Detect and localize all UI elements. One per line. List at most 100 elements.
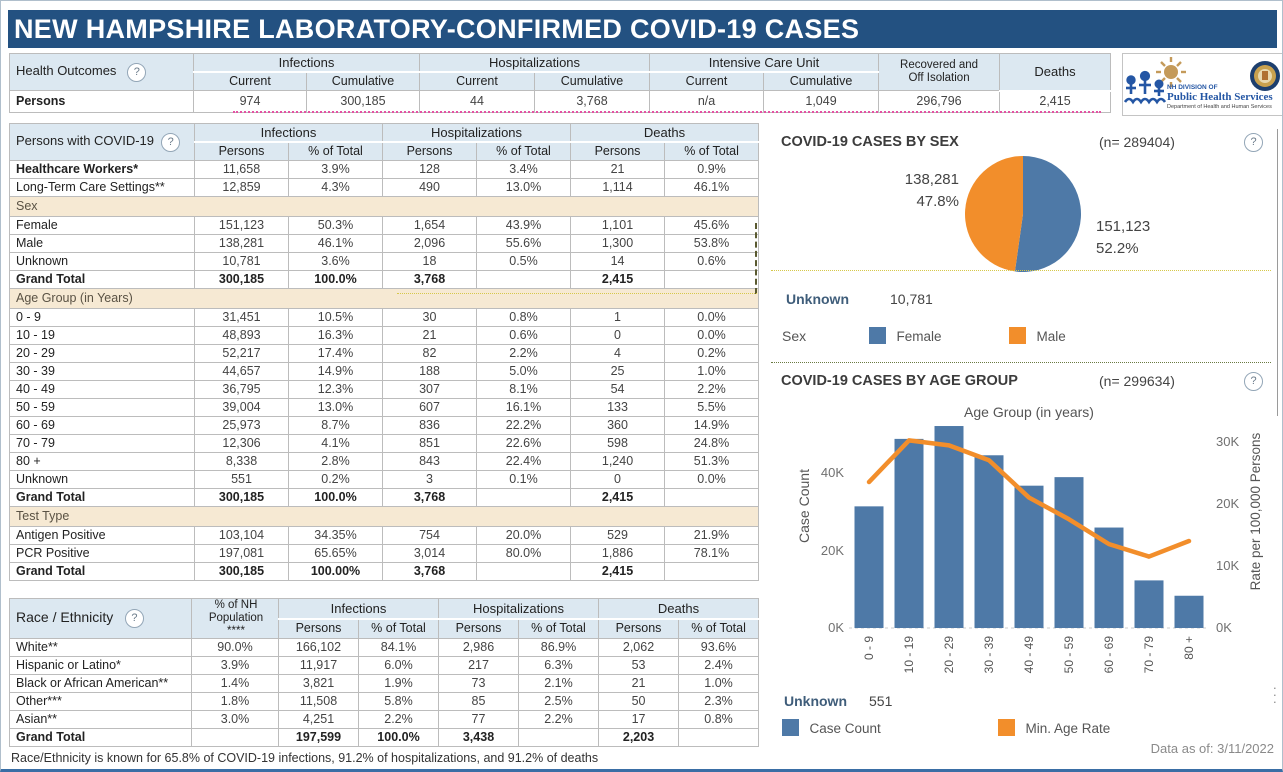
cell-value: 36,795 bbox=[194, 380, 289, 399]
cell-value: 1,240 bbox=[570, 452, 666, 471]
bar-10-19[interactable] bbox=[894, 438, 924, 628]
cell-value: 14.9% bbox=[288, 362, 383, 381]
x-axis-label: 10 - 19 bbox=[902, 636, 916, 674]
cell-value: 8.7% bbox=[288, 416, 383, 435]
cell-value: 836 bbox=[382, 416, 477, 435]
row-label: Grand Total bbox=[9, 728, 192, 747]
case-count-swatch bbox=[782, 719, 799, 736]
cell-value: 3,821 bbox=[278, 674, 359, 693]
age-unknown-value: 551 bbox=[869, 693, 893, 709]
cell-value: 2.8% bbox=[288, 452, 383, 471]
cell-value: 1,300 bbox=[570, 234, 666, 253]
cell-value: 10,781 bbox=[194, 252, 289, 271]
cell-value: 8,338 bbox=[194, 452, 289, 471]
cell-value: 4 bbox=[570, 344, 666, 363]
cell-value: 13.0% bbox=[475, 178, 572, 197]
cell-value: 0.5% bbox=[475, 252, 572, 271]
help-icon[interactable]: ? bbox=[124, 609, 144, 628]
cell-value: 13.0% bbox=[288, 398, 383, 417]
wave-icon bbox=[1123, 97, 1167, 105]
table-row: Healthcare Workers* 11,658 3.9% 128 3.4% 21 0.… bbox=[9, 160, 760, 179]
charts-panel: COVID-19 CASES BY SEX (n= 289404) ? 138,… bbox=[766, 121, 1282, 769]
legend-item-case-count[interactable]: Case Count bbox=[782, 719, 881, 741]
logo-graphic bbox=[1123, 57, 1280, 105]
bar-0-9[interactable] bbox=[854, 506, 884, 628]
cell-value bbox=[664, 270, 760, 289]
bar-40-49[interactable] bbox=[1014, 485, 1044, 628]
persons-with-covid-table: Persons with COVID-19 ? Infections Hospi… bbox=[8, 123, 760, 581]
cell-value: 3,014 bbox=[382, 544, 477, 563]
section-band: Age Group (in Years) bbox=[8, 288, 760, 309]
cell-value: 2.2% bbox=[517, 710, 600, 729]
legend-item-male[interactable]: Male bbox=[1009, 327, 1066, 349]
table-row: 40 - 49 36,795 12.3% 307 8.1% 54 2.2% bbox=[9, 380, 760, 399]
cell-value: 0.0% bbox=[664, 308, 760, 327]
table-row: Asian** 3.0% 4,251 2.2% 77 2.2% 17 0.8% bbox=[9, 710, 760, 729]
help-icon[interactable]: ? bbox=[127, 62, 147, 82]
cell-value: 2,062 bbox=[598, 638, 680, 657]
male-swatch bbox=[1009, 327, 1026, 344]
sex-unknown-label: Unknown bbox=[786, 291, 849, 307]
subheader: Persons bbox=[438, 618, 519, 639]
cell-value: 2,203 bbox=[598, 728, 680, 747]
help-icon[interactable]: ? bbox=[161, 132, 181, 152]
pie-slice-male[interactable] bbox=[965, 156, 1023, 272]
cell-value: 54 bbox=[570, 380, 666, 399]
table-row: Hispanic or Latino* 3.9% 11,917 6.0% 217 6.3%… bbox=[9, 656, 760, 675]
pie-slice-female[interactable] bbox=[1014, 156, 1081, 272]
cell-value: 3 bbox=[382, 470, 477, 489]
health-outcomes-header: Health Outcomes ? bbox=[9, 53, 194, 91]
section-band: Sex bbox=[8, 196, 760, 217]
age-rate-line[interactable] bbox=[866, 438, 1192, 559]
cell-value: 3.9% bbox=[191, 656, 279, 675]
bar-70-79[interactable] bbox=[1134, 580, 1164, 628]
pie-label-female: 151,123 52.2% bbox=[1096, 218, 1151, 257]
subheader: Persons bbox=[598, 618, 680, 639]
table-row: Grand Total 300,185 100.00% 3,768 2,415 bbox=[9, 562, 760, 581]
cell-value: 46.1% bbox=[288, 234, 383, 253]
legend-item-female[interactable]: Female bbox=[869, 327, 941, 349]
legend-item-age-rate[interactable]: Min. Age Rate bbox=[998, 719, 1110, 741]
x-axis-label: 20 - 29 bbox=[942, 636, 956, 674]
axis-tick-label: 0K bbox=[828, 620, 844, 635]
age-rate-swatch bbox=[998, 719, 1015, 736]
female-swatch bbox=[869, 327, 886, 344]
cell-value: 45.6% bbox=[664, 216, 760, 235]
axis-tick-label: 0K bbox=[1216, 620, 1232, 635]
dashboard-title: NEW HAMPSHIRE LABORATORY-CONFIRMED COVID… bbox=[8, 10, 1277, 48]
table-row: Black or African American** 1.4% 3,821 1.9%… bbox=[9, 674, 760, 693]
sex-chart-n: (n= 289404) bbox=[1099, 134, 1175, 150]
column-group-deaths: Deaths bbox=[598, 598, 760, 620]
bar-50-59[interactable] bbox=[1054, 477, 1084, 628]
cell-value: 0.8% bbox=[475, 308, 572, 327]
help-icon[interactable]: ? bbox=[1244, 372, 1263, 391]
cell-value: 5.8% bbox=[358, 692, 439, 711]
cell-value: 55.6% bbox=[475, 234, 572, 253]
cell-value: 3.6% bbox=[288, 252, 383, 271]
cell-value: 82 bbox=[382, 344, 477, 363]
cell-value: 551 bbox=[194, 470, 289, 489]
help-icon[interactable]: ? bbox=[1244, 133, 1263, 152]
row-label: Male bbox=[9, 234, 195, 253]
table-row: Long-Term Care Settings** 12,859 4.3% 490 13… bbox=[9, 178, 760, 197]
cell-value: 65.65% bbox=[288, 544, 383, 563]
cell-value: 5.5% bbox=[664, 398, 760, 417]
subheader: Current bbox=[193, 71, 307, 91]
table-row: 0 - 9 31,451 10.5% 30 0.8% 1 0.0% bbox=[9, 308, 760, 327]
cell-value: 51.3% bbox=[664, 452, 760, 471]
bar-80+[interactable] bbox=[1174, 595, 1204, 628]
table-row: Grand Total 197,599 100.0% 3,438 2,203 bbox=[9, 728, 760, 747]
axis-tick-label: 20K bbox=[1216, 495, 1240, 511]
age-chart-n: (n= 299634) bbox=[1099, 373, 1175, 389]
column-group-infections: Infections bbox=[194, 123, 383, 143]
cell-value: 44,657 bbox=[194, 362, 289, 381]
bar-30-39[interactable] bbox=[974, 455, 1004, 628]
row-label: 10 - 19 bbox=[9, 326, 195, 345]
column-group-hospitalizations: Hospitalizations bbox=[437, 598, 600, 620]
cell-value: 0.6% bbox=[664, 252, 760, 271]
cell-value: 1.0% bbox=[664, 362, 760, 381]
bar-20-29[interactable] bbox=[934, 426, 964, 628]
cell-value: 53 bbox=[598, 656, 680, 675]
subheader: % of Total bbox=[664, 141, 760, 161]
